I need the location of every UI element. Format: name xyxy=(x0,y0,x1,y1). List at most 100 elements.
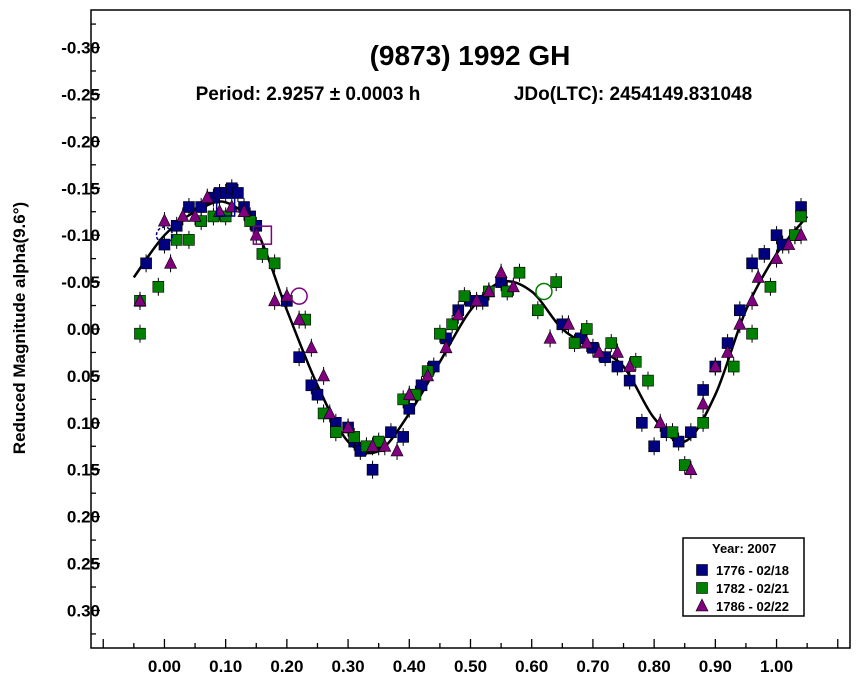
data-point xyxy=(610,344,624,358)
x-tick-label: 0.70 xyxy=(576,657,609,676)
x-tick-label: 0.00 xyxy=(148,657,181,676)
data-point xyxy=(580,323,593,335)
data-point xyxy=(532,304,544,317)
y-tick-label: -0.05 xyxy=(61,273,100,292)
data-point xyxy=(672,435,685,448)
x-tick-label: 0.10 xyxy=(209,657,242,676)
legend-label: 1776 - 02/18 xyxy=(716,563,789,578)
data-point xyxy=(434,327,446,340)
data-point xyxy=(385,426,397,439)
data-point xyxy=(770,250,784,264)
data-point xyxy=(293,351,305,363)
data-point xyxy=(506,279,520,293)
y-tick-label: -0.20 xyxy=(61,132,100,151)
y-tick-label: 0.00 xyxy=(67,320,100,339)
x-tick-label: 0.20 xyxy=(270,657,303,676)
data-point xyxy=(311,388,324,401)
data-point xyxy=(256,248,269,260)
data-point xyxy=(685,426,697,439)
data-point xyxy=(561,316,575,330)
y-tick-label: -0.30 xyxy=(61,39,100,58)
data-point xyxy=(764,280,777,293)
data-point xyxy=(280,288,294,302)
legend: Year: 2007 1776 - 02/18 1782 - 02/21 1786 … xyxy=(682,537,805,617)
data-point xyxy=(568,337,581,349)
x-tick-label: 0.60 xyxy=(515,657,548,676)
data-point xyxy=(200,189,214,203)
data-point xyxy=(451,307,465,321)
data-points xyxy=(133,179,808,479)
series-3 xyxy=(133,188,808,479)
data-point xyxy=(770,229,783,241)
highlight-markers xyxy=(155,197,553,305)
data-point xyxy=(734,304,746,317)
data-point xyxy=(317,368,331,382)
data-point xyxy=(580,335,594,349)
x-tick-label: 0.90 xyxy=(699,657,732,676)
data-point xyxy=(623,358,637,372)
data-point xyxy=(140,257,152,270)
data-point xyxy=(157,213,171,227)
data-point xyxy=(550,276,562,288)
data-point xyxy=(746,257,758,270)
data-point xyxy=(152,280,165,293)
data-point xyxy=(415,379,428,392)
data-point xyxy=(366,438,380,452)
series-1 xyxy=(140,179,807,479)
data-point xyxy=(330,426,342,439)
legend-label: 1786 - 02/22 xyxy=(716,599,789,614)
data-point xyxy=(782,236,796,250)
data-point xyxy=(482,283,496,297)
data-point xyxy=(134,327,146,340)
data-point xyxy=(348,431,361,443)
data-point xyxy=(745,293,759,307)
data-point xyxy=(592,344,606,358)
data-point xyxy=(292,311,306,325)
y-axis-label: Reduced Magnitude alpha(9.6°) xyxy=(10,202,29,454)
x-tick-label: 0.40 xyxy=(393,657,426,676)
data-point xyxy=(636,417,648,429)
x-tick-label: 0.80 xyxy=(638,657,671,676)
data-point xyxy=(244,215,256,227)
y-tick-label: -0.10 xyxy=(61,226,100,245)
data-point xyxy=(176,208,190,222)
data-point xyxy=(133,293,147,307)
data-point xyxy=(366,463,379,476)
data-point xyxy=(684,462,698,476)
data-point xyxy=(708,358,722,372)
x-axis: 0.00 0.10 0.20 0.30 0.40 0.50 0.60 0.70 0.80 0.90… xyxy=(102,639,839,676)
data-point xyxy=(397,431,409,443)
data-point xyxy=(232,187,244,199)
legend-label: 1782 - 02/21 xyxy=(716,581,789,596)
y-tick-label: 0.20 xyxy=(67,508,100,527)
data-point xyxy=(494,265,508,279)
data-point xyxy=(666,426,679,439)
x-tick-label: 0.50 xyxy=(454,657,487,676)
data-point xyxy=(195,201,207,213)
highlight-marker xyxy=(252,225,273,245)
y-axis: -0.30 -0.25 -0.20 -0.15 -0.10 -0.05 0.00 0.05 0.… xyxy=(61,23,100,635)
data-point xyxy=(458,290,471,302)
data-point xyxy=(696,396,710,410)
data-point xyxy=(421,368,435,382)
data-point xyxy=(341,419,355,433)
data-point xyxy=(439,340,453,354)
data-point xyxy=(378,438,392,452)
fit-curve xyxy=(132,200,809,455)
data-point xyxy=(611,360,624,373)
data-point xyxy=(446,318,458,331)
data-point xyxy=(158,238,171,251)
data-point xyxy=(653,415,667,429)
y-tick-label: 0.05 xyxy=(67,367,100,386)
data-point xyxy=(183,234,195,246)
y-tick-label: 0.10 xyxy=(67,414,100,433)
y-tick-label: -0.15 xyxy=(61,179,100,198)
data-point xyxy=(237,204,251,218)
data-point xyxy=(623,374,636,387)
legend-title: Year: 2007 xyxy=(712,541,776,556)
data-point xyxy=(402,387,416,400)
data-point xyxy=(727,360,740,373)
data-point xyxy=(794,227,808,241)
data-point xyxy=(183,201,195,213)
